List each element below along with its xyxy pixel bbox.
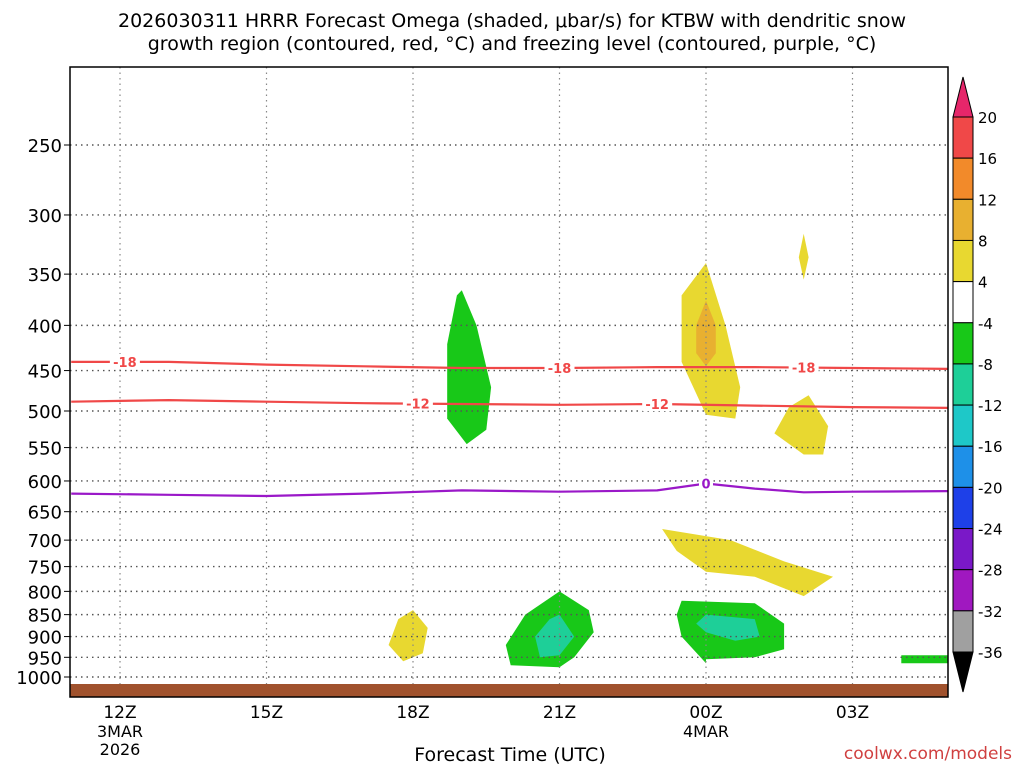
- shaded-yellow-mid-right: [774, 395, 829, 455]
- y-tick-label-450: 450: [28, 362, 62, 383]
- colorbar-bottom-arrow: [952, 651, 974, 693]
- y-tick-label-650: 650: [28, 503, 62, 524]
- minus18-contour-label-2: -18: [792, 362, 816, 377]
- colorbar-label-13: -36: [978, 644, 1003, 662]
- minus12-contour-label-0: -12: [406, 398, 430, 413]
- shaded-teal-00z-low: [696, 614, 760, 641]
- minus12-contour-label-bg-0: [402, 395, 433, 411]
- minus18-contour-label-bg-1: [544, 360, 575, 376]
- x-tick-label-15Z: 15Z: [250, 703, 283, 723]
- colorbar-bin-3: [952, 239, 974, 283]
- x-tick-sub2-12Z: 2026: [100, 740, 141, 759]
- colorbar-label-12: -32: [978, 603, 1003, 621]
- y-tick-label-550: 550: [28, 439, 62, 460]
- minus18-contour-label-bg-2: [788, 359, 819, 375]
- y-tick-label-250: 250: [28, 136, 62, 157]
- minus18-contour: [71, 360, 948, 370]
- x-axis-label: Forecast Time (UTC): [414, 744, 606, 766]
- colorbar-bin-11: [952, 569, 974, 612]
- minus12-contour: [71, 398, 948, 409]
- x-tick-label-21Z: 21Z: [543, 703, 576, 723]
- site-credit[interactable]: coolwx.com/models: [843, 744, 1012, 764]
- colorbar-bin-4: [952, 281, 974, 324]
- colorbar-bin-9: [952, 486, 974, 530]
- x-tick-label-03Z: 03Z: [836, 703, 869, 723]
- y-tick-label-750: 750: [28, 558, 62, 579]
- colorbar-label-11: -28: [978, 562, 1003, 580]
- colorbar-label-9: -20: [978, 479, 1003, 497]
- colorbar-bin-5: [952, 322, 974, 365]
- colorbar-label-4: 4: [978, 274, 988, 292]
- y-tick-label-1000: 1000: [16, 668, 62, 689]
- chart-title-line1: 2026030311 HRRR Forecast Omega (shaded, …: [118, 10, 906, 32]
- y-tick-label-800: 800: [28, 582, 62, 603]
- y-tick-label-600: 600: [28, 472, 62, 493]
- shaded-yellow-spike: [798, 233, 809, 280]
- minus18-contour-label-0: -18: [113, 356, 137, 371]
- y-tick-label-700: 700: [28, 531, 62, 552]
- zero-contour-label-0: 0: [701, 478, 710, 493]
- colorbar-label-2: 12: [978, 191, 997, 209]
- ground-strip: [70, 684, 948, 697]
- x-tick-sub1-00Z: 4MAR: [683, 722, 729, 741]
- x-tick-sub1-12Z: 3MAR: [97, 722, 143, 741]
- colorbar-label-8: -16: [978, 438, 1003, 456]
- colorbar-bin-12: [952, 610, 974, 653]
- minus18-contour-label-1: -18: [548, 362, 572, 377]
- y-tick-label-300: 300: [28, 206, 62, 227]
- chart-title-line2: growth region (contoured, red, °C) and f…: [147, 33, 877, 55]
- colorbar-label-3: 8: [978, 232, 988, 250]
- colorbar-bin-0: [952, 116, 974, 159]
- colorbar-label-7: -12: [978, 397, 1003, 415]
- colorbar-label-5: -4: [978, 315, 993, 333]
- zero-contour-label-bg-0: [699, 475, 713, 491]
- colorbar-bin-6: [952, 363, 974, 406]
- shaded-green-03z-low: [901, 655, 948, 664]
- y-tick-label-500: 500: [28, 402, 62, 423]
- colorbar-bin-1: [952, 157, 974, 200]
- y-tick-label-350: 350: [28, 265, 62, 286]
- colorbar-top-arrow: [952, 76, 974, 118]
- colorbar-bin-7: [952, 404, 974, 447]
- x-tick-label-00Z: 00Z: [689, 703, 722, 723]
- colorbar-label-0: 20: [978, 109, 997, 127]
- shaded-yellow-lower-right: [662, 529, 833, 597]
- minus12-contour-label-1: -12: [645, 398, 669, 413]
- colorbar-bin-8: [952, 445, 974, 488]
- minus18-contour-label-bg-0: [109, 353, 140, 369]
- plot-border: [69, 66, 949, 698]
- colorbar-label-6: -8: [978, 356, 993, 374]
- x-tick-label-12Z: 12Z: [103, 703, 136, 723]
- y-tick-label-850: 850: [28, 606, 62, 627]
- shaded-orange-00z-upper: [696, 300, 716, 367]
- x-tick-label-18Z: 18Z: [396, 703, 429, 723]
- shaded-yellow-18z-low: [388, 610, 428, 662]
- y-tick-label-400: 400: [28, 316, 62, 337]
- colorbar-bin-2: [952, 198, 974, 241]
- colorbar-label-10: -24: [978, 521, 1003, 539]
- colorbar-bin-10: [952, 528, 974, 571]
- y-tick-label-900: 900: [28, 628, 62, 649]
- colorbar-label-1: 16: [978, 150, 997, 168]
- y-tick-label-950: 950: [28, 648, 62, 669]
- minus12-contour-label-bg-1: [642, 396, 673, 412]
- zero-contour: [71, 482, 948, 498]
